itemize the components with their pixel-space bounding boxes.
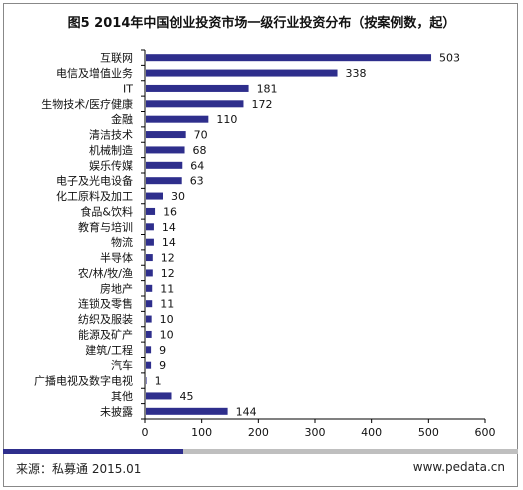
x-tick-label: 500 xyxy=(418,426,439,439)
category-label: 未披露 xyxy=(100,404,133,418)
value-label: 9 xyxy=(159,344,166,357)
website-url: www.pedata.cn xyxy=(412,460,505,474)
category-label: 电子及光电设备 xyxy=(56,174,133,188)
bar xyxy=(146,300,153,308)
value-label: 503 xyxy=(439,52,460,65)
bar xyxy=(146,284,153,292)
bar-chart: 0 100 200 300 400 500 600 互联网 503 电信及增值业务 338 IT 181… xyxy=(34,49,496,439)
category-label: 汽车 xyxy=(111,358,133,372)
category-label: IT xyxy=(123,82,133,95)
bar xyxy=(146,269,153,277)
bar xyxy=(146,238,154,246)
value-label: 1 xyxy=(155,375,162,388)
bar xyxy=(146,84,249,92)
category-label: 清洁技术 xyxy=(89,129,133,142)
bar xyxy=(146,54,432,62)
category-label: 生物技术/医疗健康 xyxy=(41,97,133,111)
bar xyxy=(146,100,244,108)
x-tick-label: 300 xyxy=(305,426,326,439)
bar xyxy=(146,315,152,323)
value-label: 14 xyxy=(162,236,176,249)
x-tick-label: 600 xyxy=(475,426,496,439)
value-label: 64 xyxy=(190,159,204,172)
category-label: 物流 xyxy=(111,235,133,249)
value-label: 338 xyxy=(346,67,367,80)
value-label: 45 xyxy=(180,390,194,403)
chart-title: 图5 2014年中国创业投资市场一级行业投资分布（按案例数，起） xyxy=(67,16,456,31)
bar xyxy=(146,254,153,262)
category-label: 农/林/牧/渔 xyxy=(78,266,133,280)
value-label: 144 xyxy=(236,405,257,418)
bar xyxy=(146,207,156,215)
bar xyxy=(146,361,152,369)
category-label: 娱乐传媒 xyxy=(89,158,133,172)
category-label: 化工原料及加工 xyxy=(56,189,133,203)
category-label: 电信及增值业务 xyxy=(56,66,133,80)
value-label: 11 xyxy=(160,298,174,311)
bar xyxy=(146,161,183,169)
value-label: 172 xyxy=(251,98,272,111)
value-label: 30 xyxy=(171,190,185,203)
bar xyxy=(146,346,152,354)
source-note: 来源：私募通 2015.01 xyxy=(16,462,142,476)
category-label: 连锁及零售 xyxy=(78,297,133,311)
bar xyxy=(146,131,186,139)
x-tick-label: 400 xyxy=(361,426,382,439)
footer-divider-accent xyxy=(3,449,183,454)
category-label: 金融 xyxy=(111,112,133,126)
x-tick-label: 100 xyxy=(191,426,212,439)
value-label: 10 xyxy=(160,313,174,326)
category-label: 教育与培训 xyxy=(78,220,133,234)
bar xyxy=(146,407,228,415)
category-label: 互联网 xyxy=(100,52,133,65)
value-label: 70 xyxy=(194,129,208,142)
x-tick-label: 200 xyxy=(248,426,269,439)
bar xyxy=(146,330,152,338)
value-label: 10 xyxy=(160,328,174,341)
value-label: 12 xyxy=(161,252,175,265)
value-label: 12 xyxy=(161,267,175,280)
category-label: 食品&饮料 xyxy=(80,204,133,218)
bar xyxy=(146,115,209,123)
category-label: 能源及矿产 xyxy=(78,327,133,341)
bar xyxy=(146,223,154,231)
category-label: 机械制造 xyxy=(89,143,133,157)
bar xyxy=(146,69,338,77)
value-label: 63 xyxy=(190,175,204,188)
bar xyxy=(146,146,185,154)
category-label: 房地产 xyxy=(100,281,133,295)
bar xyxy=(146,177,182,185)
value-label: 16 xyxy=(163,205,177,218)
bar xyxy=(146,192,163,200)
value-label: 181 xyxy=(257,82,278,95)
value-label: 11 xyxy=(160,282,174,295)
x-tick-label: 0 xyxy=(142,426,149,439)
category-label: 其他 xyxy=(111,390,133,403)
category-label: 纺织及服装 xyxy=(78,312,133,326)
category-label: 广播电视及数字电视 xyxy=(34,374,133,388)
value-label: 9 xyxy=(159,359,166,372)
chart-frame xyxy=(3,3,518,487)
value-label: 14 xyxy=(162,221,176,234)
category-label: 建筑/工程 xyxy=(85,343,133,357)
bar xyxy=(146,392,172,400)
value-label: 110 xyxy=(216,113,237,126)
footer-divider xyxy=(3,449,518,454)
bar xyxy=(146,377,147,385)
category-label: 半导体 xyxy=(100,251,133,265)
value-label: 68 xyxy=(193,144,207,157)
